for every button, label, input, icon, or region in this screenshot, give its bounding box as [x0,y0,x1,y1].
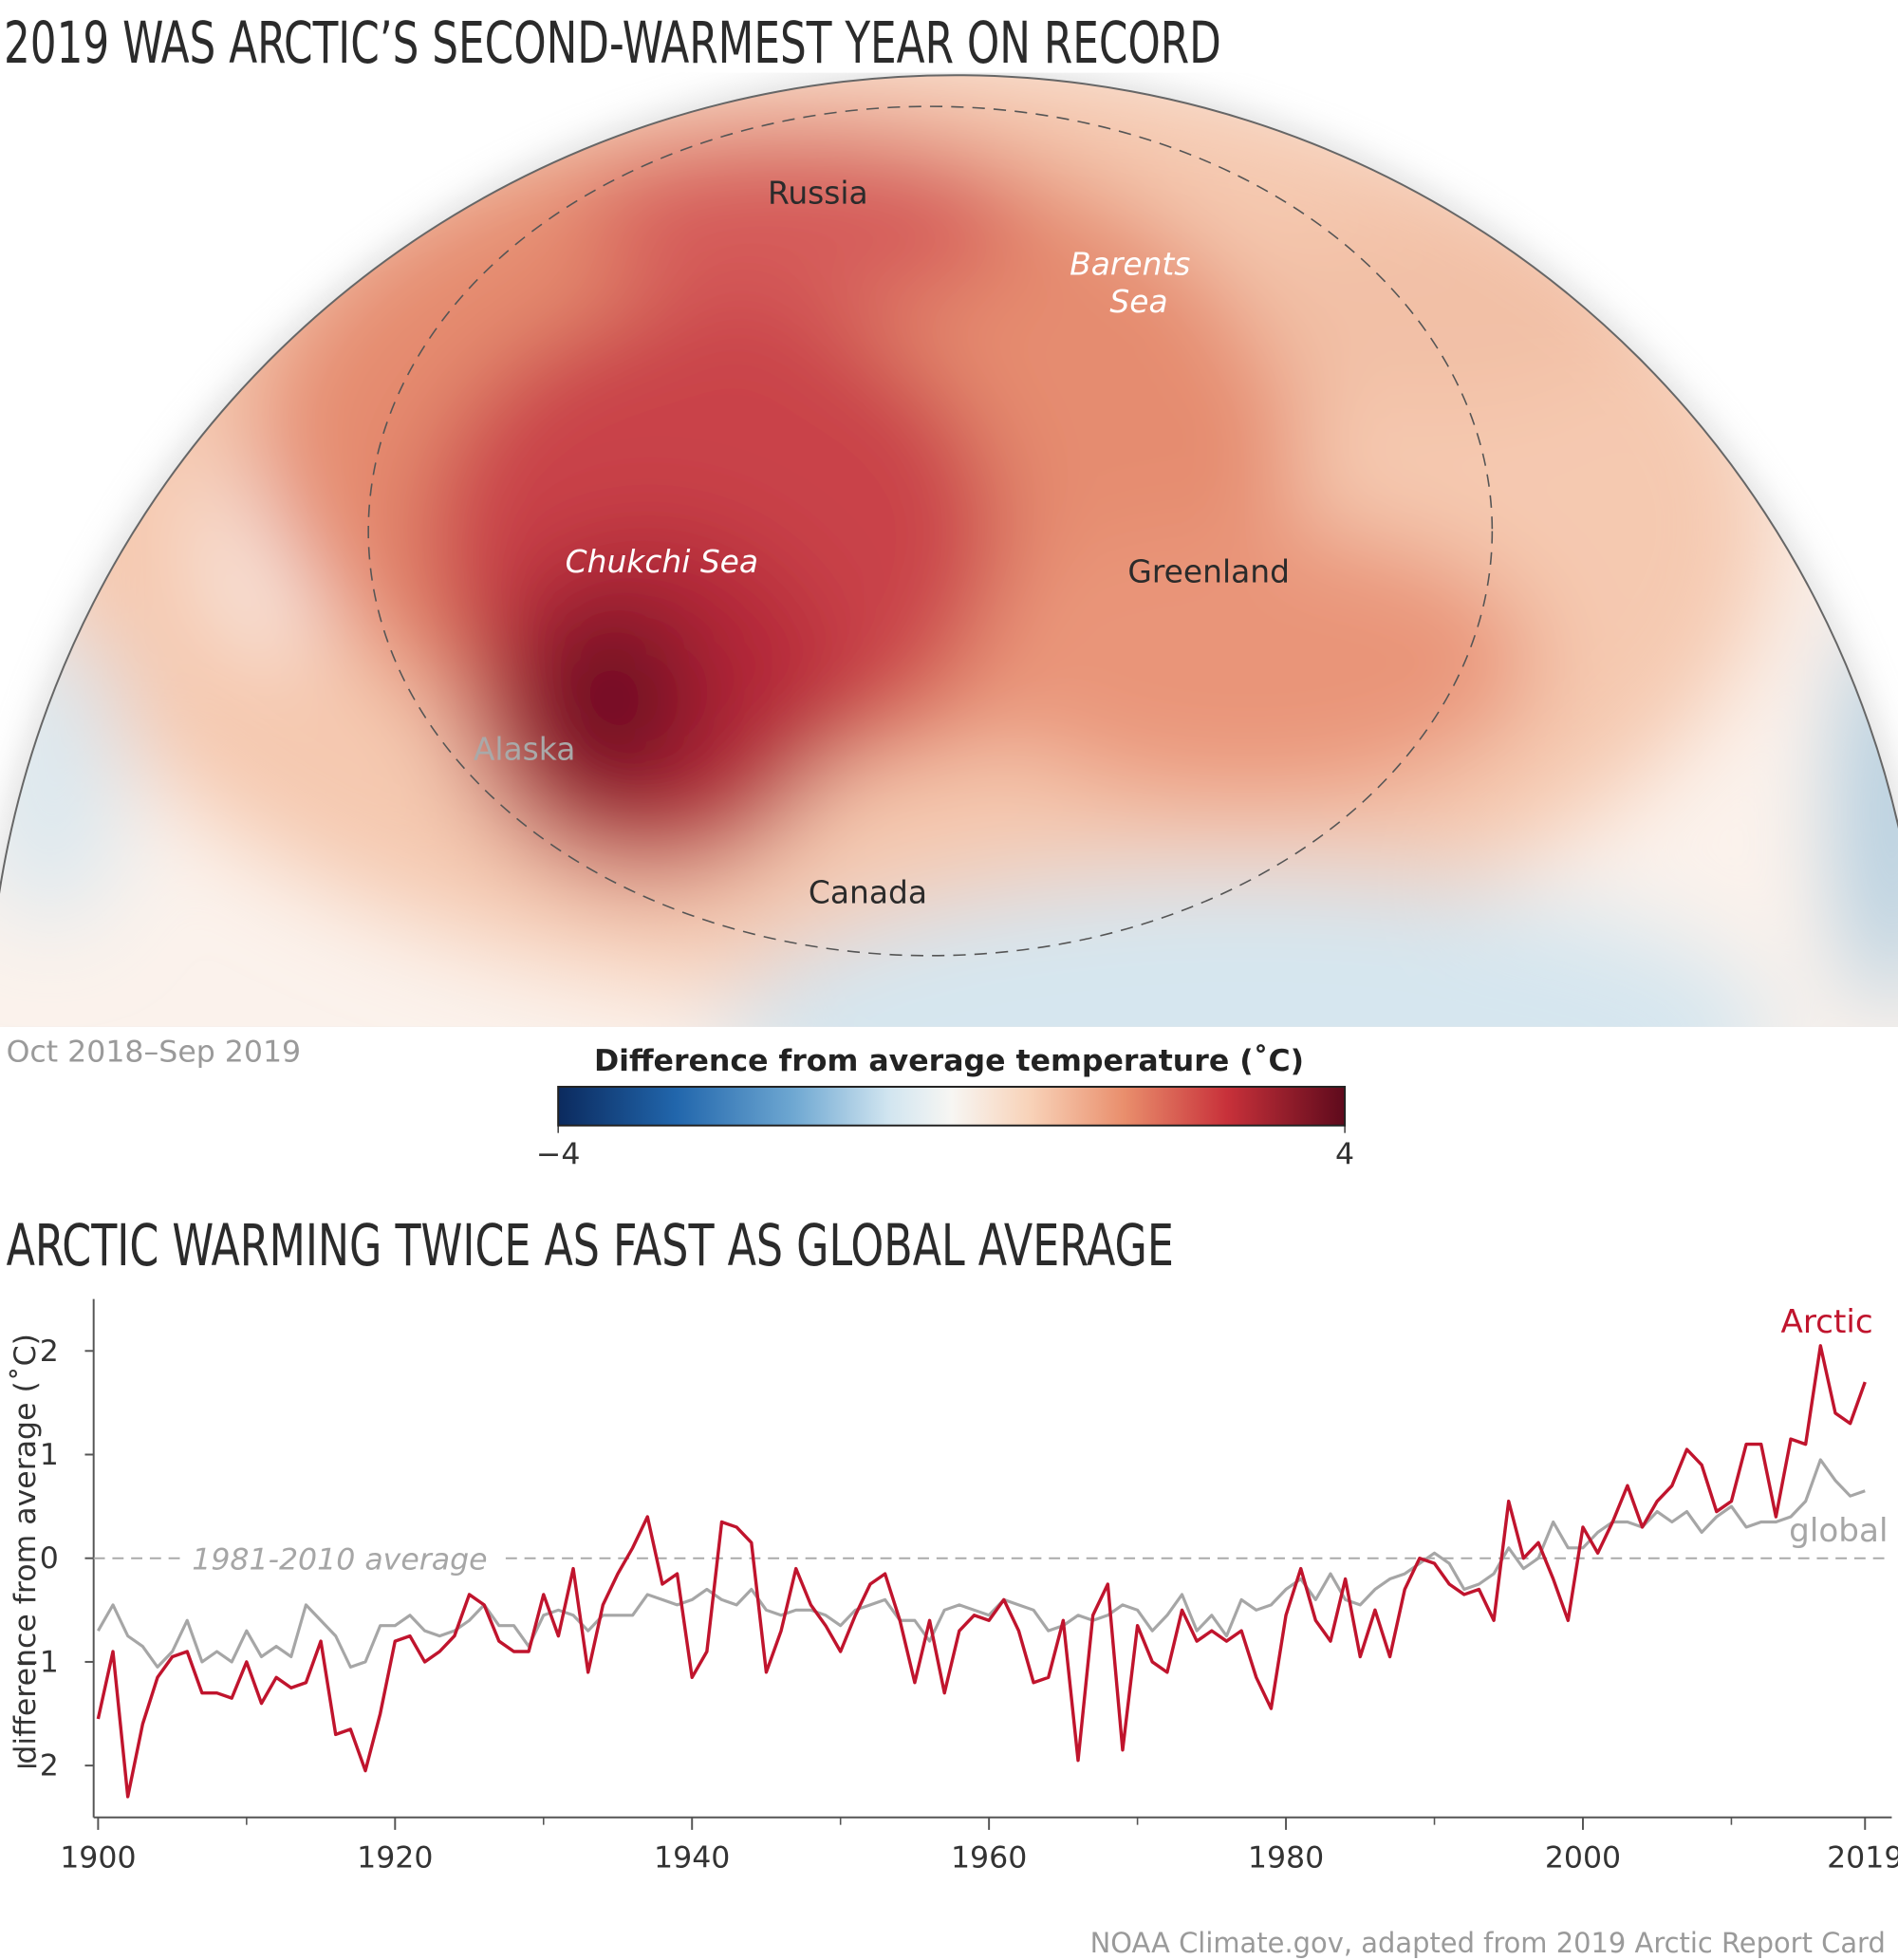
map-label: Barents [1070,246,1190,283]
map-label: Canada [809,874,927,911]
series-line [97,1458,1866,1669]
x-tick-label: 1920 [357,1840,433,1875]
colorbar-tick-label: −4 [536,1138,581,1172]
colorbar [557,1086,1347,1127]
series-line [96,1344,1867,1799]
map-label: Greenland [1127,552,1290,589]
chart-title: ARCTIC WARMING TWICE AS FAST AS GLOBAL A… [7,1213,1174,1279]
map-label: Chukchi Sea [566,543,758,580]
x-tick-label: 1900 [60,1840,136,1875]
x-tick-label: 2000 [1545,1840,1621,1875]
colorbar-title: Difference from average temperature (˚C) [594,1043,1304,1078]
x-tick-label: 1960 [951,1840,1027,1875]
series-label: global [1789,1512,1888,1550]
x-tick-label: 1940 [654,1840,730,1875]
globe-edge [0,74,1898,896]
y-tick-label: 0 [40,1541,59,1576]
y-axis-label: difference from average (˚C) [8,1334,43,1764]
map: Russia Barents Sea Chukchi Sea Greenland… [0,72,1898,1027]
x-tick-label: 2019 [1827,1840,1898,1875]
map-period: Oct 2018–Sep 2019 [7,1036,302,1070]
y-tick-label: 1 [40,1438,59,1472]
colorbar-tick-label: 4 [1335,1138,1354,1172]
y-tick-label: −1 [14,1645,59,1679]
map-label: Alaska [474,730,576,767]
map-title: 2019 WAS ARCTIC’S SECOND-WARMEST YEAR ON… [4,10,1221,77]
series-label: Arctic [1780,1303,1872,1341]
source: NOAA Climate.gov, adapted from 2019 Arct… [1090,1927,1886,1959]
arctic-circle [367,105,1494,957]
temperature-field [0,75,1898,1027]
map-label: Russia [768,175,868,212]
map-label: Sea [1109,283,1167,320]
reference-label-bg [180,1536,500,1574]
y-tick-label: 2 [40,1335,59,1369]
x-tick-label: 1980 [1248,1840,1324,1875]
y-tick-label: −2 [14,1749,59,1783]
reference-label: 1981-2010 average [192,1543,487,1577]
